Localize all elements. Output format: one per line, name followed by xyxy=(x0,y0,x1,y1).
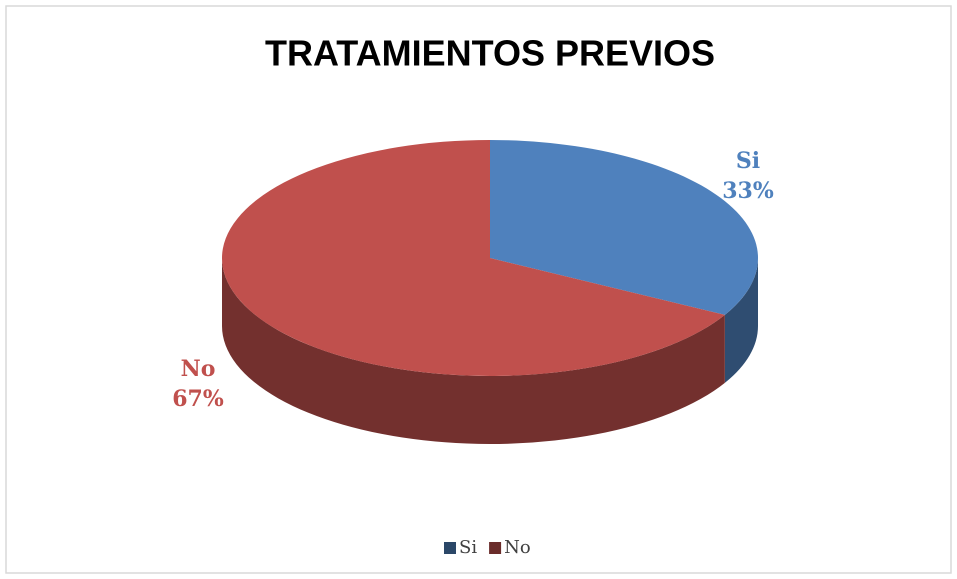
legend-swatch xyxy=(489,542,502,554)
data-label-name: Si xyxy=(736,148,760,174)
data-label: 67% xyxy=(172,386,224,412)
slice-side xyxy=(724,258,758,383)
slice xyxy=(490,140,758,315)
chart-title: TRATAMIENTOS PREVIOS xyxy=(265,33,715,74)
slice-side xyxy=(222,258,725,444)
legend-swatch xyxy=(444,542,456,554)
data-label-name: No xyxy=(181,356,216,382)
legend-label: Si xyxy=(459,537,477,558)
legend-label: No xyxy=(504,537,531,558)
data-label: 33% xyxy=(722,178,774,204)
slice xyxy=(221,140,725,376)
